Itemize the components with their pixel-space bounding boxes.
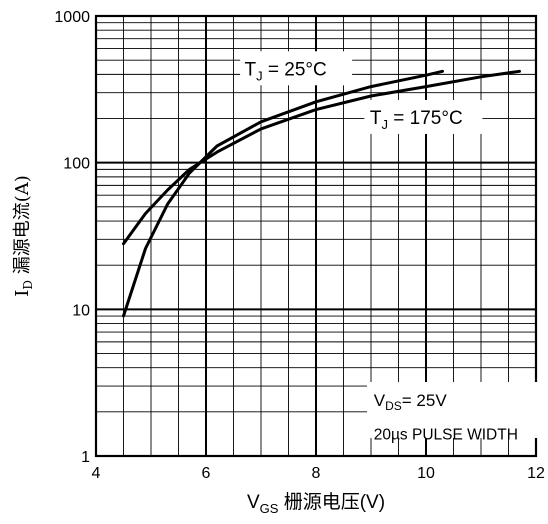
series-line-tj-25 [122,69,444,318]
x-axis-title-main: V [247,492,260,513]
label-main: T [370,108,382,129]
axis-titles: VGS 栅源电压(V)ID 漏源电流(A) [12,175,385,516]
label-rest: = 25°C [263,59,327,80]
y-tick-label: 100 [63,156,90,173]
y-tick-label: 1 [81,449,90,466]
annotation-subscript: DS [385,399,402,413]
plot-frame [94,14,538,458]
x-tick-labels: 4 6 8 10 12 [92,465,545,482]
y-axis-title-subscript: D [21,280,35,290]
y-tick-label: 10 [72,302,90,319]
label-subscript: J [382,117,389,132]
x-tick-label: 4 [92,465,101,482]
annotation-vds: VDS= 25V [374,391,448,413]
curve-label-background [240,51,353,86]
x-tick-label: 8 [312,465,321,482]
annotation-background [367,382,548,439]
y-axis-title-main: I [12,290,33,297]
annotation-rest: = 25V [402,391,448,410]
annotation-pulse-width: 20µs PULSE WIDTH [374,426,518,443]
annotation-main: V [374,391,386,410]
x-tick-label: 12 [527,465,545,482]
x-axis-title-subscript: GS [260,501,279,516]
label-rest: = 175°C [388,108,463,129]
label-main: T [245,59,257,80]
curve-label-background [364,99,483,134]
x-tick-label: 10 [417,465,435,482]
x-tick-label: 6 [202,465,211,482]
curves [122,69,521,318]
series-label-tj-175: TJ = 175°C [370,108,463,132]
y-axis-title: ID 漏源电流(A) [12,175,35,297]
x-axis-title-rest: 栅源电压(V) [278,491,385,513]
series-line-tj-175 [122,69,521,246]
y-tick-label: 1000 [54,9,90,26]
series-label-tj-25: TJ = 25°C [245,59,327,83]
label-subscript: J [256,68,263,83]
y-tick-labels: 1 10 100 1000 [54,9,90,466]
x-axis-title: VGS 栅源电压(V) [247,491,385,516]
y-axis-title-rest: 漏源电流(A) [12,175,33,280]
